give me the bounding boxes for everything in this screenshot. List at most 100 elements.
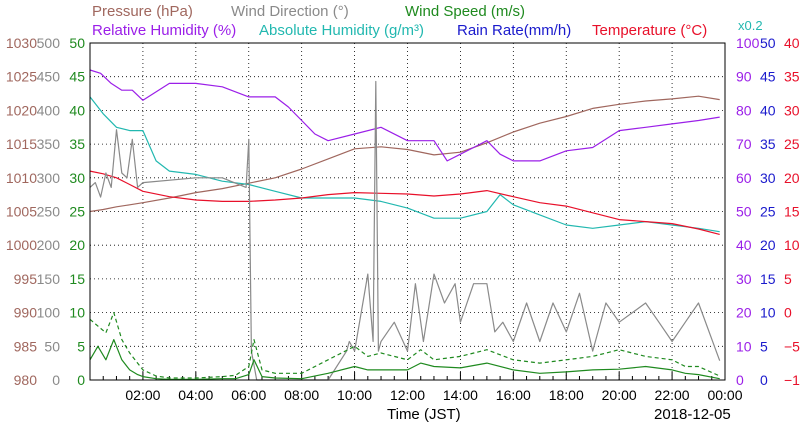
y-tick-temperature: 15 — [784, 204, 800, 220]
y-tick-wind_direction: 300 — [37, 170, 61, 186]
x-tick-label: 04:00 — [178, 387, 213, 403]
y-tick-humidity: 10 — [736, 338, 752, 354]
y-tick-humidity: 50 — [736, 204, 752, 220]
y-tick-wind_speed: 15 — [69, 271, 85, 287]
x-tick-label: 20:00 — [602, 387, 637, 403]
y-tick-rain: 0 — [760, 372, 768, 388]
y-tick-temperature: 35 — [784, 69, 800, 85]
y-tick-wind_speed: 10 — [69, 305, 85, 321]
x-tick-label: 08:00 — [284, 387, 319, 403]
y-tick-rain: 30 — [760, 170, 776, 186]
y-tick-wind_direction: 50 — [44, 338, 60, 354]
y-tick-humidity: 0 — [736, 372, 744, 388]
y-tick-rain: 10 — [760, 305, 776, 321]
y-tick-pressure: 1030 — [6, 35, 37, 51]
y-tick-wind_direction: 400 — [37, 102, 61, 118]
y-tick-humidity: 90 — [736, 69, 752, 85]
y-tick-humidity: 100 — [736, 35, 760, 51]
series-pressure-hpa — [89, 95, 720, 213]
y-tick-pressure: 980 — [14, 372, 38, 388]
y-tick-pressure: 1015 — [6, 136, 37, 152]
y-tick-pressure: 1010 — [6, 170, 37, 186]
x-tick-label: 16:00 — [496, 387, 531, 403]
y-tick-pressure: 1000 — [6, 237, 37, 253]
y-tick-rain: 20 — [760, 237, 776, 253]
x-tick-label: 18:00 — [549, 387, 584, 403]
y-tick-temperature: 5 — [784, 271, 792, 287]
x-tick-label: 02:00 — [125, 387, 160, 403]
y-tick-wind_speed: 25 — [69, 204, 85, 220]
y-tick-temperature: 30 — [784, 102, 800, 118]
y-tick-rain: 50 — [760, 35, 776, 51]
y-tick-wind_speed: 35 — [69, 136, 85, 152]
y-tick-pressure: 995 — [14, 271, 38, 287]
series-temperature-c — [89, 170, 720, 235]
y-tick-wind_direction: 500 — [37, 35, 61, 51]
y-tick-wind_direction: 0 — [52, 372, 60, 388]
x-tick-label: 12:00 — [390, 387, 425, 403]
y-tick-wind_speed: 0 — [77, 372, 85, 388]
y-tick-temperature: 20 — [784, 170, 800, 186]
y-tick-humidity: 30 — [736, 271, 752, 287]
data-series — [89, 69, 721, 381]
y-tick-wind_direction: 450 — [37, 69, 61, 85]
series-absolute-humidity-g-m — [89, 96, 720, 233]
x-axis-label: Time (JST) — [387, 406, 461, 423]
y-tick-wind_speed: 20 — [69, 237, 85, 253]
y-tick-humidity: 70 — [736, 136, 752, 152]
x-tick-label: 10:00 — [337, 387, 372, 403]
y-tick-pressure: 985 — [14, 338, 38, 354]
legend-absolute-humidity: Absolute Humidity (g/m³) — [259, 22, 424, 39]
y-tick-wind_speed: 50 — [69, 35, 85, 51]
y-tick-wind_direction: 350 — [37, 136, 61, 152]
legend-rain-rate: Rain Rate(mm/h) — [457, 22, 571, 39]
legend-relative-humidity: Relative Humidity (%) — [92, 22, 236, 39]
y-tick-pressure: 1020 — [6, 102, 37, 118]
y-tick-humidity: 20 — [736, 305, 752, 321]
y-tick-pressure: 990 — [14, 305, 38, 321]
series-wind-speed-m-s — [89, 339, 720, 380]
x-tick-label: 06:00 — [231, 387, 266, 403]
y-tick-rain: 5 — [760, 338, 768, 354]
y-tick-rain: 40 — [760, 102, 776, 118]
y-tick-temperature: 10 — [784, 237, 800, 253]
y-tick-wind_direction: 250 — [37, 204, 61, 220]
y-axis-tick-labels: 9809859909951000100510101015102010251030… — [6, 35, 800, 388]
y-tick-wind_direction: 200 — [37, 237, 61, 253]
y-tick-wind_speed: 30 — [69, 170, 85, 186]
y-tick-rain: 25 — [760, 204, 776, 220]
x-tick-label: 00:00 — [707, 387, 742, 403]
x-axis-tick-labels: 02:00 04:00 06:00 08:00 10:00 12:00 14:00 16:00… — [125, 387, 742, 403]
y-tick-humidity: 80 — [736, 102, 752, 118]
y-tick-rain: 35 — [760, 136, 776, 152]
date-label: 2018-12-05 — [654, 406, 731, 423]
legend-wind-speed: Wind Speed (m/s) — [405, 3, 525, 20]
y-tick-rain: 15 — [760, 271, 776, 287]
y-tick-temperature: 40 — [784, 35, 800, 51]
y-tick-wind_speed: 40 — [69, 102, 85, 118]
series-wind-speed-m-s-gust — [89, 312, 720, 379]
y-tick-humidity: 40 — [736, 237, 752, 253]
y-tick-pressure: 1005 — [6, 204, 37, 220]
y-tick-temperature: −10 — [784, 372, 800, 388]
y-tick-wind_speed: 45 — [69, 69, 85, 85]
y-tick-rain: 45 — [760, 69, 776, 85]
y-tick-temperature: −5 — [784, 338, 800, 354]
y-tick-humidity: 60 — [736, 170, 752, 186]
x-tick-label: 14:00 — [443, 387, 478, 403]
series-relative-humidity — [89, 69, 720, 162]
y-tick-wind_direction: 100 — [37, 305, 61, 321]
y-tick-pressure: 1025 — [6, 69, 37, 85]
plot-frame — [89, 42, 726, 381]
x-tick-label: 22:00 — [655, 387, 690, 403]
plot-grid — [89, 43, 726, 380]
legend-temperature: Temperature (°C) — [592, 22, 707, 39]
y-tick-wind_direction: 150 — [37, 271, 61, 287]
legend-multiplier: x0.2 — [738, 18, 763, 33]
y-tick-wind_speed: 5 — [77, 338, 85, 354]
legend-wind-direction: Wind Direction (°) — [231, 3, 349, 20]
legend-pressure: Pressure (hPa) — [92, 3, 193, 20]
series-wind-direction — [89, 80, 721, 381]
y-tick-temperature: 25 — [784, 136, 800, 152]
